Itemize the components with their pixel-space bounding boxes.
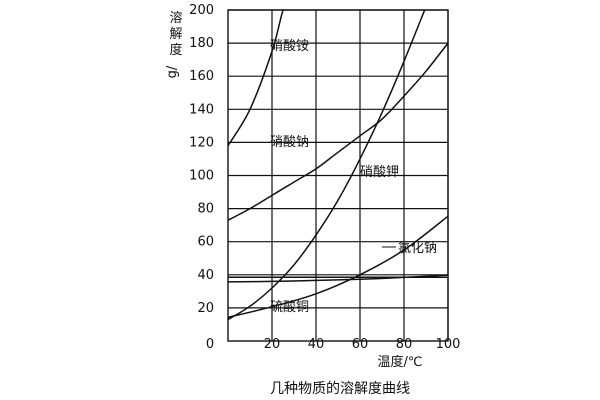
x-tick-label: 40 — [308, 337, 325, 352]
y-tick-label: 80 — [197, 202, 214, 217]
y-tick-label: 160 — [189, 69, 214, 84]
x-tick-label: 80 — [396, 337, 413, 352]
series-lines — [228, 10, 448, 321]
x-tick-label: 20 — [264, 337, 281, 352]
series-line-sodium-chloride — [228, 274, 448, 283]
series-line-ammonium-nitrate — [228, 10, 284, 147]
series-label-ammonium-nitrate: 硝酸铵 — [270, 39, 309, 54]
y-tick-label: 120 — [189, 135, 214, 150]
series-line-potassium-nitrate — [228, 10, 426, 321]
y-tick-label: 20 — [197, 301, 214, 316]
y-tick-label: 60 — [197, 235, 214, 250]
origin-label: 0 — [206, 337, 214, 352]
series-label-sodium-chloride: 氯化钠 — [398, 241, 437, 256]
y-axis-title-char-2: 解 — [169, 27, 182, 42]
axis-ticks: 20 40 60 80 100 120 140 160 180 200 20 40 60 80 100 — [189, 3, 460, 352]
y-tick-label: 180 — [189, 36, 214, 51]
y-axis-title-char-1: 溶 — [169, 11, 182, 26]
chart-title: 几种物质的溶解度曲线 — [270, 381, 410, 397]
series-label-potassium-nitrate: 硝酸钾 — [360, 165, 399, 180]
y-axis-title-char-3: 度 — [169, 42, 182, 58]
y-tick-label: 100 — [189, 169, 214, 184]
y-tick-label: 200 — [189, 3, 214, 18]
x-tick-label: 60 — [352, 337, 369, 352]
series-line-copper-sulfate — [228, 215, 448, 319]
series-line-sodium-nitrate — [228, 42, 448, 221]
grid — [227, 9, 449, 342]
x-axis-title: 温度/℃ — [378, 354, 423, 370]
series-label-copper-sulfate: 硫酸铜 — [270, 300, 309, 315]
y-tick-label: 140 — [189, 102, 214, 117]
series-label-sodium-nitrate: 硝酸钠 — [270, 135, 309, 150]
x-tick-label: 100 — [436, 337, 461, 352]
y-tick-label: 40 — [197, 268, 214, 283]
y-axis-unit: g/ — [165, 65, 180, 78]
